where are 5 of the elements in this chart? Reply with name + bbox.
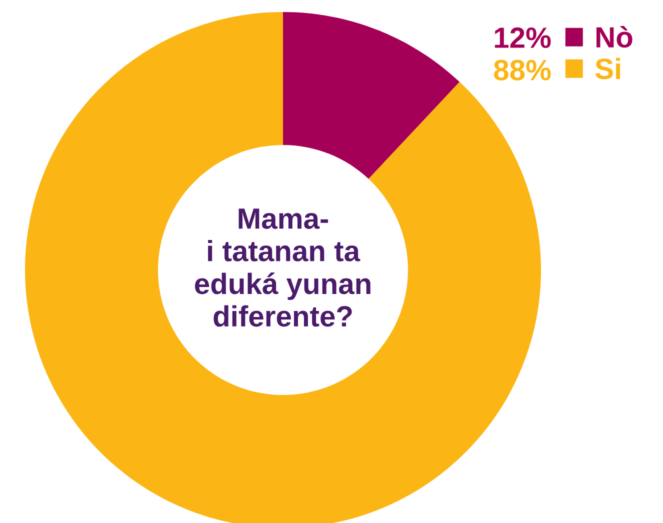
data-label: 12% <box>494 27 551 48</box>
data-label: 88% <box>494 60 551 80</box>
legend-label: Si <box>595 58 620 80</box>
text: Mama- i tatanan ta eduká yunan diferente? <box>195 208 370 327</box>
legend-label: Nò <box>596 26 632 48</box>
